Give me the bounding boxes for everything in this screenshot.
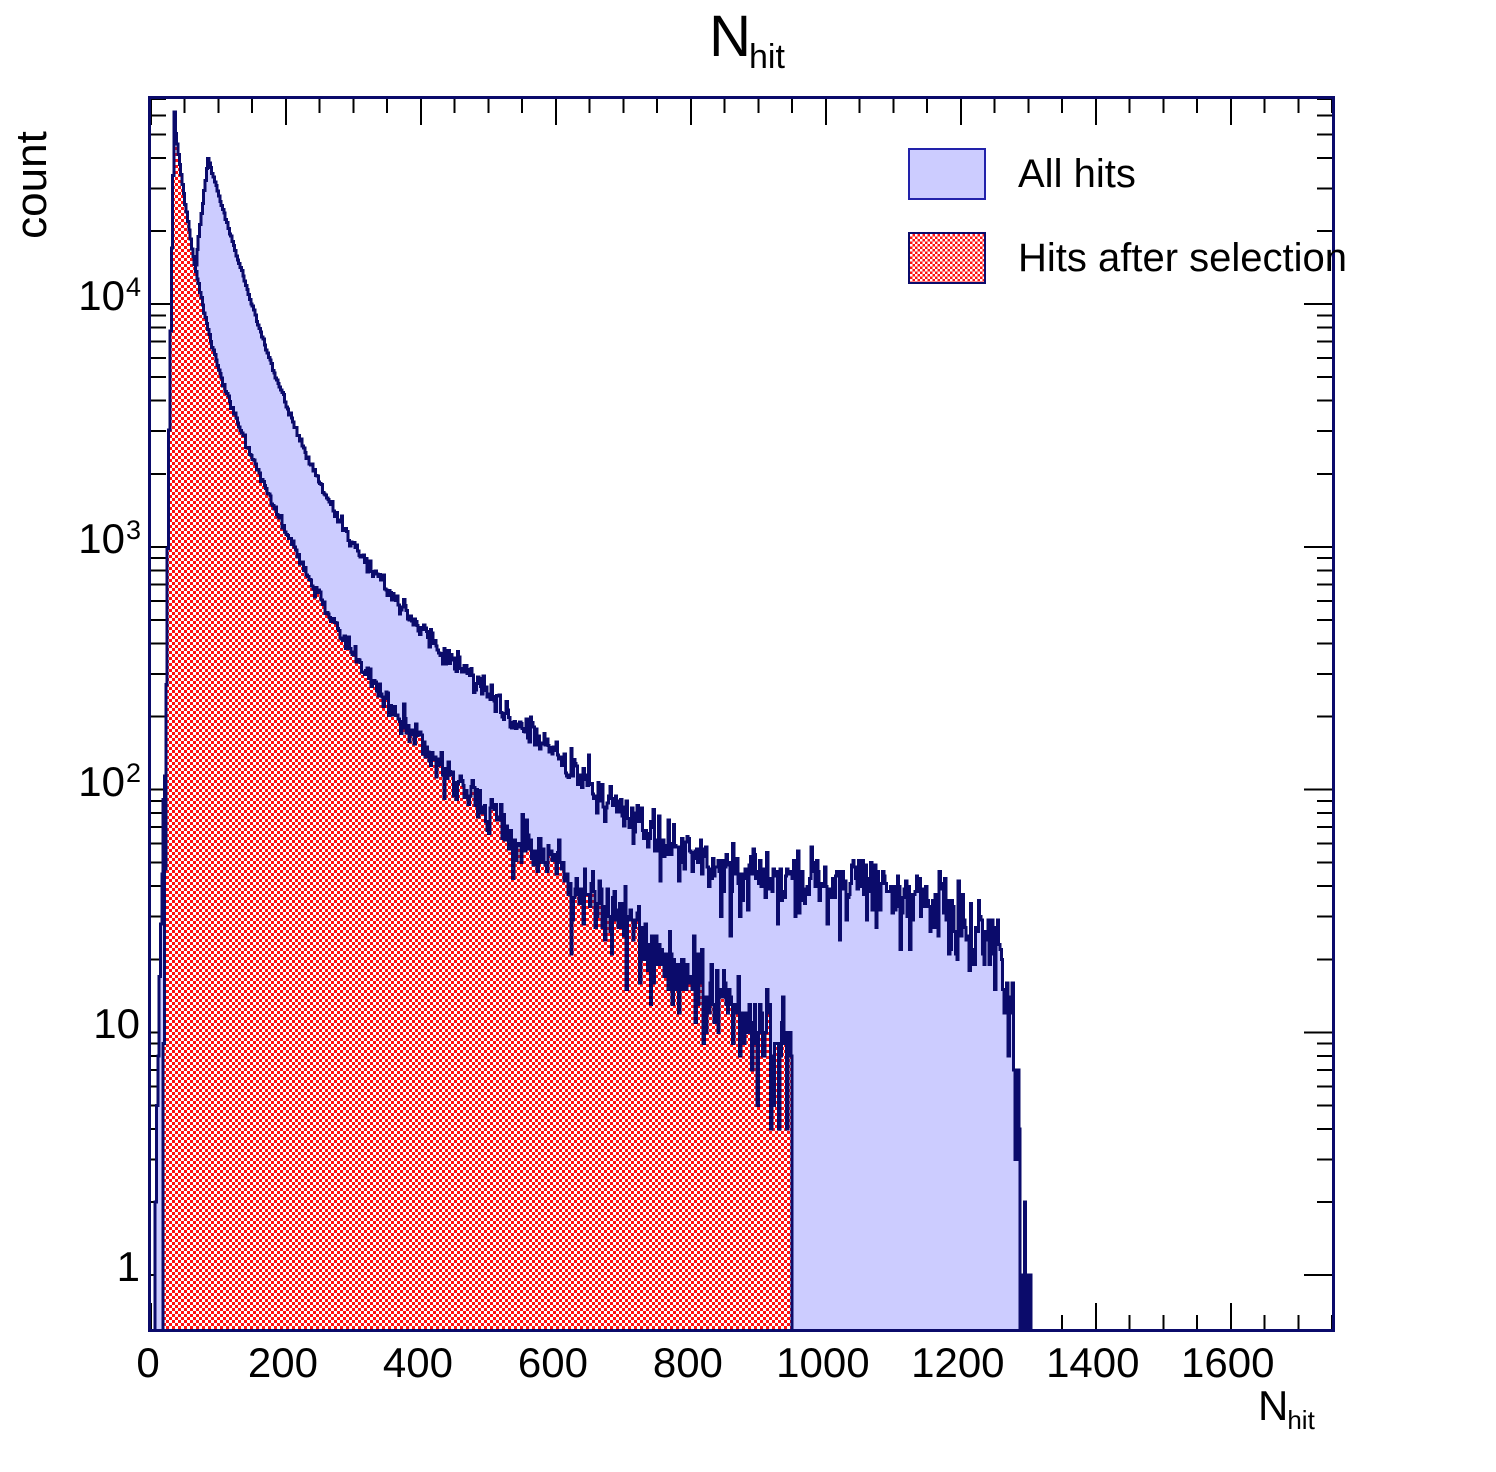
series-hits-after-selection: [161, 110, 794, 1329]
x-tick-label: 400: [382, 1339, 453, 1386]
y-tick-label: 104: [78, 272, 141, 320]
y-axis-tick-labels: 104 103 102 10 1: [0, 0, 141, 1472]
title-base: N: [709, 4, 751, 69]
x-tick-label: 1400: [1046, 1339, 1140, 1386]
page-title: Nhit: [0, 8, 1496, 75]
title-subscript: hit: [748, 38, 785, 76]
x-tick-label: 0: [136, 1339, 160, 1386]
y-tick-label: 102: [78, 757, 141, 805]
x-axis-title-base: N: [1258, 1382, 1289, 1429]
legend-entry[interactable]: All hits: [908, 148, 1288, 204]
x-axis-tick-labels: 0 200 400 600 800 1000 1200 1400 1600: [0, 1342, 1496, 1402]
legend-label: Hits after selection: [1018, 236, 1348, 280]
y-tick-label: 103: [78, 514, 141, 562]
legend-swatch-sel-hits: [908, 232, 986, 284]
x-axis-title-subscript: hit: [1287, 1405, 1315, 1435]
legend: All hits Hits after selection: [908, 148, 1347, 288]
x-tick-label: 800: [652, 1339, 723, 1386]
legend-label: All hits: [1018, 152, 1136, 196]
x-axis-title: Nhit: [1258, 1382, 1316, 1434]
x-tick-label: 600: [517, 1339, 588, 1386]
x-tick-label: 1600: [1181, 1339, 1275, 1386]
x-tick-label: 1000: [776, 1339, 870, 1386]
legend-swatch-all-hits: [908, 148, 986, 200]
legend-entry[interactable]: Hits after selection: [908, 232, 1347, 288]
y-tick-label: 1: [116, 1243, 140, 1291]
y-tick-label: 10: [93, 1000, 140, 1048]
x-tick-label: 200: [247, 1339, 319, 1386]
x-tick-label: 1200: [911, 1339, 1005, 1386]
histogram-svg: [151, 99, 1332, 1329]
plot-frame: [148, 96, 1335, 1332]
